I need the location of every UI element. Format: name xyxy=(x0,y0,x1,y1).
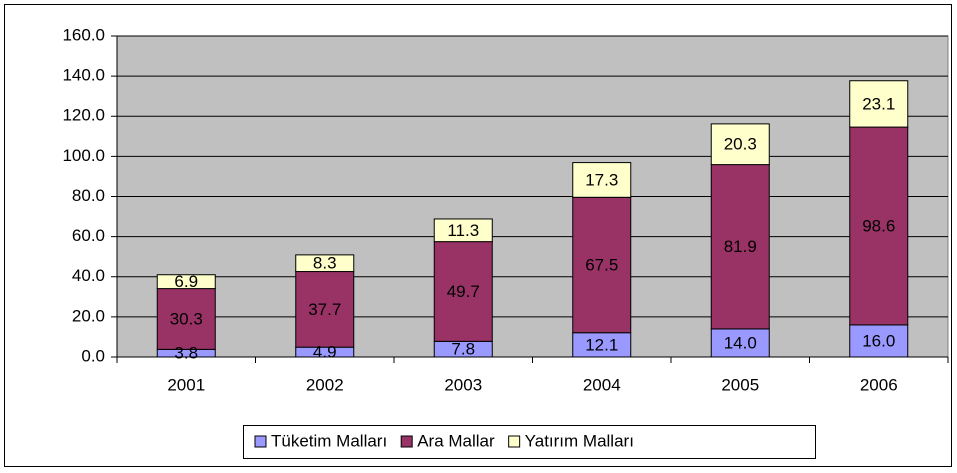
legend-swatch xyxy=(400,435,413,448)
x-tick-label: 2003 xyxy=(444,375,482,394)
bar-segment xyxy=(849,324,909,358)
data-label: 8.3 xyxy=(313,254,337,273)
data-label: 12.1 xyxy=(585,335,618,354)
y-tick-label: 0.0 xyxy=(81,346,105,365)
y-tick-label: 80.0 xyxy=(72,186,105,205)
data-label: 4.9 xyxy=(313,343,337,362)
legend-swatch xyxy=(254,435,267,448)
bar-segment xyxy=(295,271,355,348)
bar-segment xyxy=(433,241,493,342)
bar-segment xyxy=(156,288,216,350)
data-label: 67.5 xyxy=(585,255,618,274)
x-tick-label: 2005 xyxy=(721,375,759,394)
legend-label: Ara Mallar xyxy=(417,431,495,450)
data-label: 23.1 xyxy=(862,94,895,113)
data-label: 98.6 xyxy=(862,216,895,235)
data-label: 16.0 xyxy=(862,331,895,350)
bar-segment xyxy=(710,328,770,358)
bar-segment xyxy=(849,80,909,128)
x-tick-label: 2004 xyxy=(583,375,621,394)
data-label: 37.7 xyxy=(308,300,341,319)
x-tick-label: 2006 xyxy=(860,375,898,394)
data-label: 6.9 xyxy=(174,272,198,291)
y-tick-label: 20.0 xyxy=(72,306,105,325)
data-label: 81.9 xyxy=(724,237,757,256)
data-label: 3.8 xyxy=(174,344,198,363)
data-label: 14.0 xyxy=(724,333,757,352)
bar-segment xyxy=(156,274,216,290)
bar-segment xyxy=(849,126,909,326)
data-label: 20.3 xyxy=(724,135,757,154)
x-tick-label: 2001 xyxy=(167,375,205,394)
bar-segment xyxy=(572,332,632,358)
y-tick-label: 160.0 xyxy=(62,25,105,44)
bar-segment xyxy=(710,123,770,166)
x-tick-label: 2002 xyxy=(306,375,344,394)
y-tick-label: 60.0 xyxy=(72,226,105,245)
bar-segment xyxy=(710,164,770,330)
y-tick-label: 140.0 xyxy=(62,66,105,85)
y-tick-label: 120.0 xyxy=(62,106,105,125)
data-label: 30.3 xyxy=(170,309,203,328)
legend-box xyxy=(243,425,816,459)
data-label: 49.7 xyxy=(447,282,480,301)
legend-label: Tüketim Malları xyxy=(271,431,387,450)
y-tick-label: 100.0 xyxy=(62,146,105,165)
y-tick-label: 40.0 xyxy=(72,266,105,285)
legend-label: Yatırım Malları xyxy=(525,431,634,450)
data-label: 11.3 xyxy=(447,221,479,240)
data-label: 17.3 xyxy=(585,170,618,189)
data-label: 7.8 xyxy=(451,340,475,359)
legend-swatch xyxy=(508,435,521,448)
bar-segment xyxy=(295,254,355,273)
bar-segment xyxy=(572,162,632,198)
bar-segment xyxy=(433,218,493,243)
